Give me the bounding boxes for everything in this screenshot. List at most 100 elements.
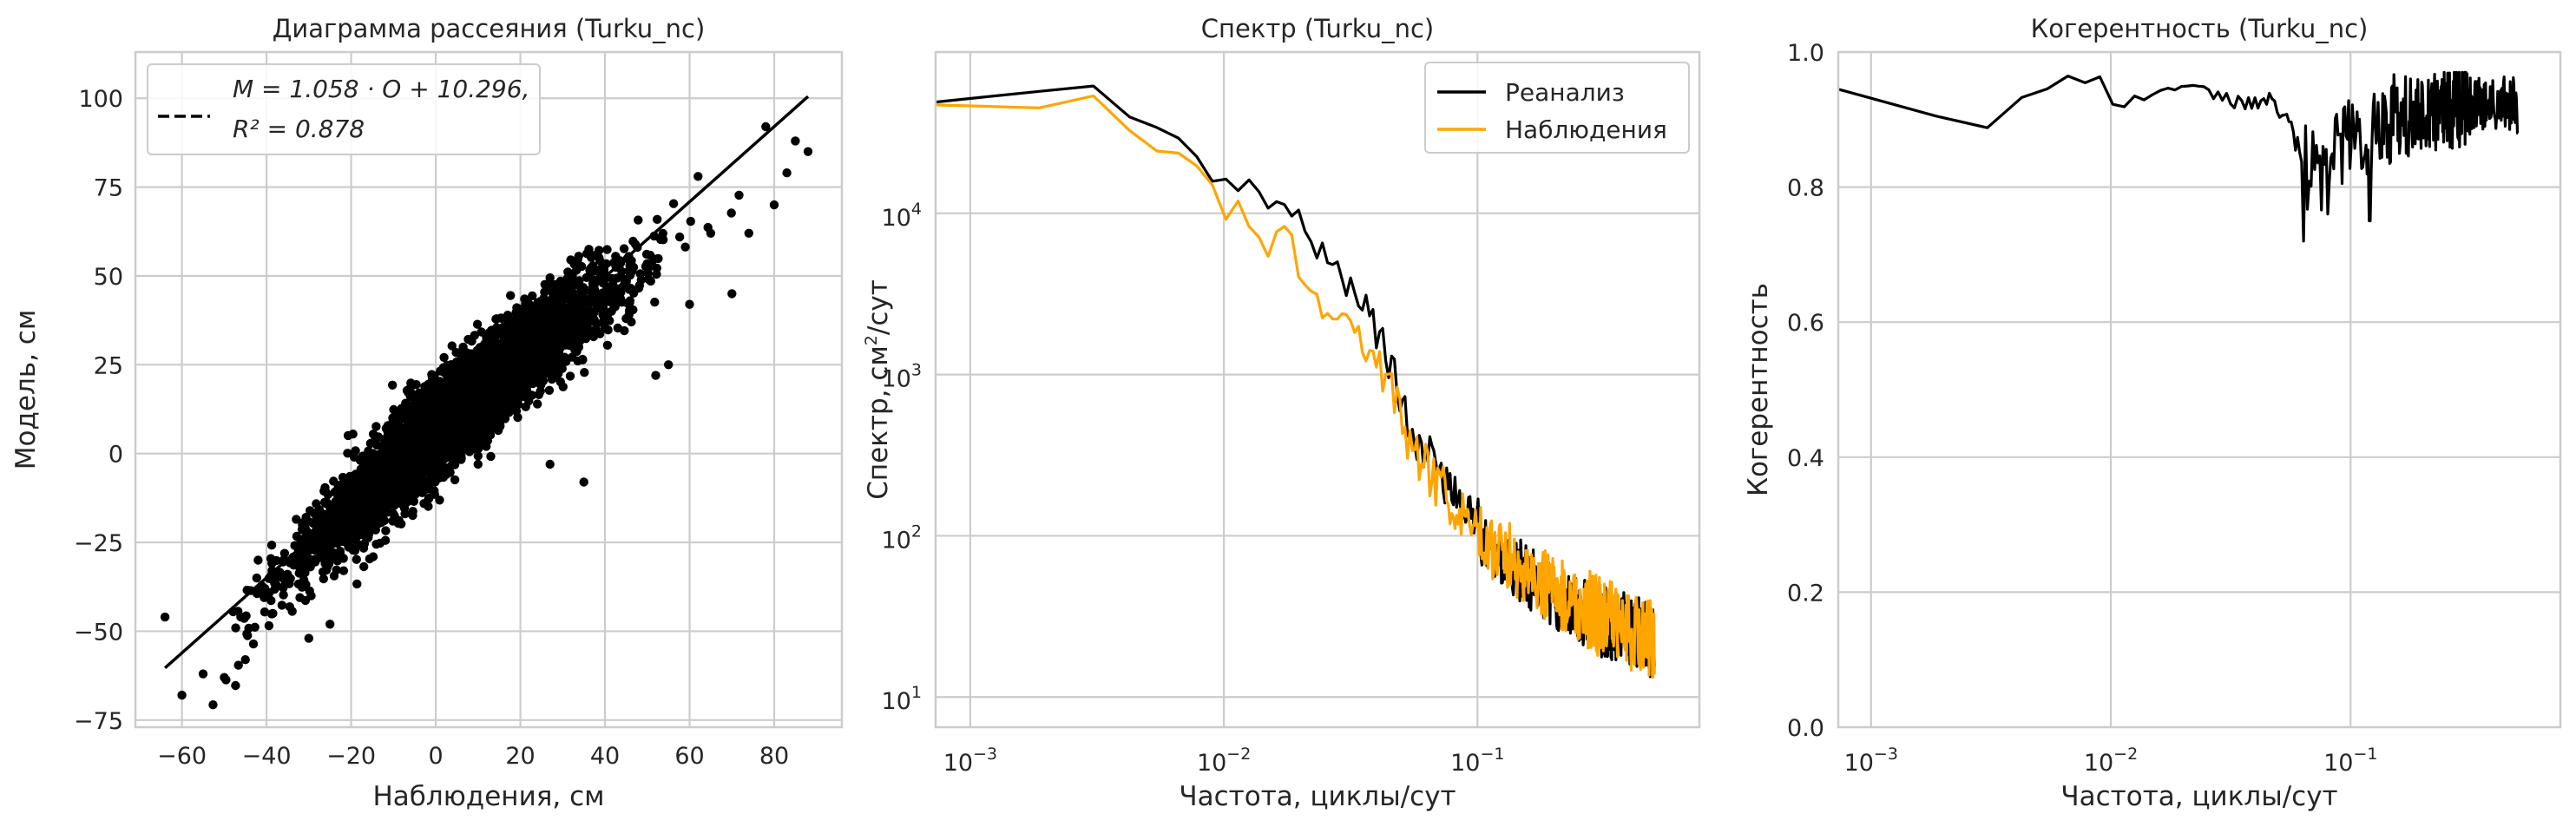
scatter-point [319, 574, 328, 584]
scatter-point [584, 245, 594, 254]
scatter-point [231, 680, 240, 691]
scatter-point [411, 380, 421, 390]
scatter-point [419, 499, 429, 509]
scatter-point [429, 381, 438, 390]
scatter-point [231, 623, 240, 633]
scatter-point [465, 433, 475, 443]
scatter-point [580, 368, 589, 377]
scatter-point [312, 499, 321, 509]
scatter-point [371, 422, 381, 431]
scatter-point [617, 298, 627, 307]
scatter-point [576, 317, 586, 326]
scatter-point [399, 408, 410, 418]
scatter-point [600, 324, 609, 333]
scatter-point [634, 283, 644, 293]
scatter-point [540, 279, 549, 289]
scatter-point [318, 567, 328, 577]
scatter-point [279, 548, 290, 558]
scatter-point [389, 404, 398, 415]
scatter-point [400, 509, 410, 519]
scatter-point [243, 631, 253, 640]
scatter-point [335, 547, 345, 556]
scatter-point [352, 579, 362, 589]
scatter-point [252, 573, 261, 583]
scatter-point [266, 595, 276, 606]
scatter-point [734, 190, 744, 200]
scatter-point [338, 566, 349, 575]
scatter-point [470, 331, 479, 340]
scatter-point [527, 317, 536, 327]
scatter-point [674, 232, 685, 242]
scatter-point [304, 517, 314, 527]
scatter-point [621, 276, 631, 285]
scatter-point [438, 472, 449, 482]
scatter-point [365, 528, 374, 537]
scatter-point [592, 327, 601, 338]
scatter-point [565, 371, 575, 381]
scatter-point [668, 199, 679, 208]
scatter-point [620, 325, 629, 336]
scatter-point [602, 340, 613, 350]
scatter-point [507, 405, 517, 415]
scatter-point [353, 530, 363, 541]
scatter-point [584, 315, 594, 325]
scatter-point [408, 507, 417, 516]
scatter-point [248, 639, 259, 649]
scatter-point [470, 419, 479, 430]
scatter-point [375, 538, 385, 548]
scatter-point [557, 364, 567, 373]
scatter-point [332, 531, 342, 541]
scatter-point [343, 430, 353, 441]
scatter-point [650, 298, 660, 307]
scatter-point [260, 607, 270, 617]
scatter-point [295, 593, 305, 602]
scatter-point [332, 556, 342, 566]
scatter-point [726, 208, 736, 218]
scatter-point [586, 307, 596, 318]
scatter-point [373, 519, 383, 528]
scatter-point [578, 355, 588, 364]
scatter-point [590, 250, 601, 260]
scatter-point [474, 372, 484, 383]
scatter-point [382, 439, 391, 449]
scatter-point [374, 511, 384, 521]
scatter-point [260, 593, 269, 602]
scatter-point [451, 348, 461, 358]
scatter-point [364, 446, 373, 456]
scatter-point [358, 543, 369, 553]
scatter-point [549, 293, 559, 303]
scatter-point [356, 518, 365, 528]
scatter-point [625, 298, 634, 308]
scatter-point [521, 402, 530, 411]
scatter-point [491, 405, 501, 416]
scatter-point [373, 432, 384, 442]
scatter-point [447, 341, 457, 351]
scatter-point [653, 214, 662, 224]
scatter-point [413, 464, 423, 474]
scatter-point [287, 607, 297, 616]
scatter-point [292, 515, 301, 524]
scatter-point [292, 531, 302, 541]
scatter-point [550, 358, 560, 367]
scatter-point [495, 420, 505, 430]
scatter-point [492, 382, 502, 391]
scatter-point [560, 352, 569, 362]
scatter-point [371, 469, 381, 479]
scatter-point [658, 228, 667, 239]
scatter-point [343, 540, 353, 549]
scatter-point [352, 555, 361, 564]
scatter-point [464, 447, 475, 456]
scatter-point [680, 242, 690, 252]
scatter-point [208, 700, 218, 710]
scatter-point [370, 461, 379, 471]
scatter-point [359, 561, 369, 572]
scatter-point [405, 391, 416, 402]
scatter-point [547, 374, 557, 384]
scatter-point [634, 215, 643, 225]
scatter-point [319, 551, 328, 561]
scatter-point [450, 475, 460, 485]
scatter-point [241, 611, 251, 620]
scatter-point [490, 331, 500, 341]
